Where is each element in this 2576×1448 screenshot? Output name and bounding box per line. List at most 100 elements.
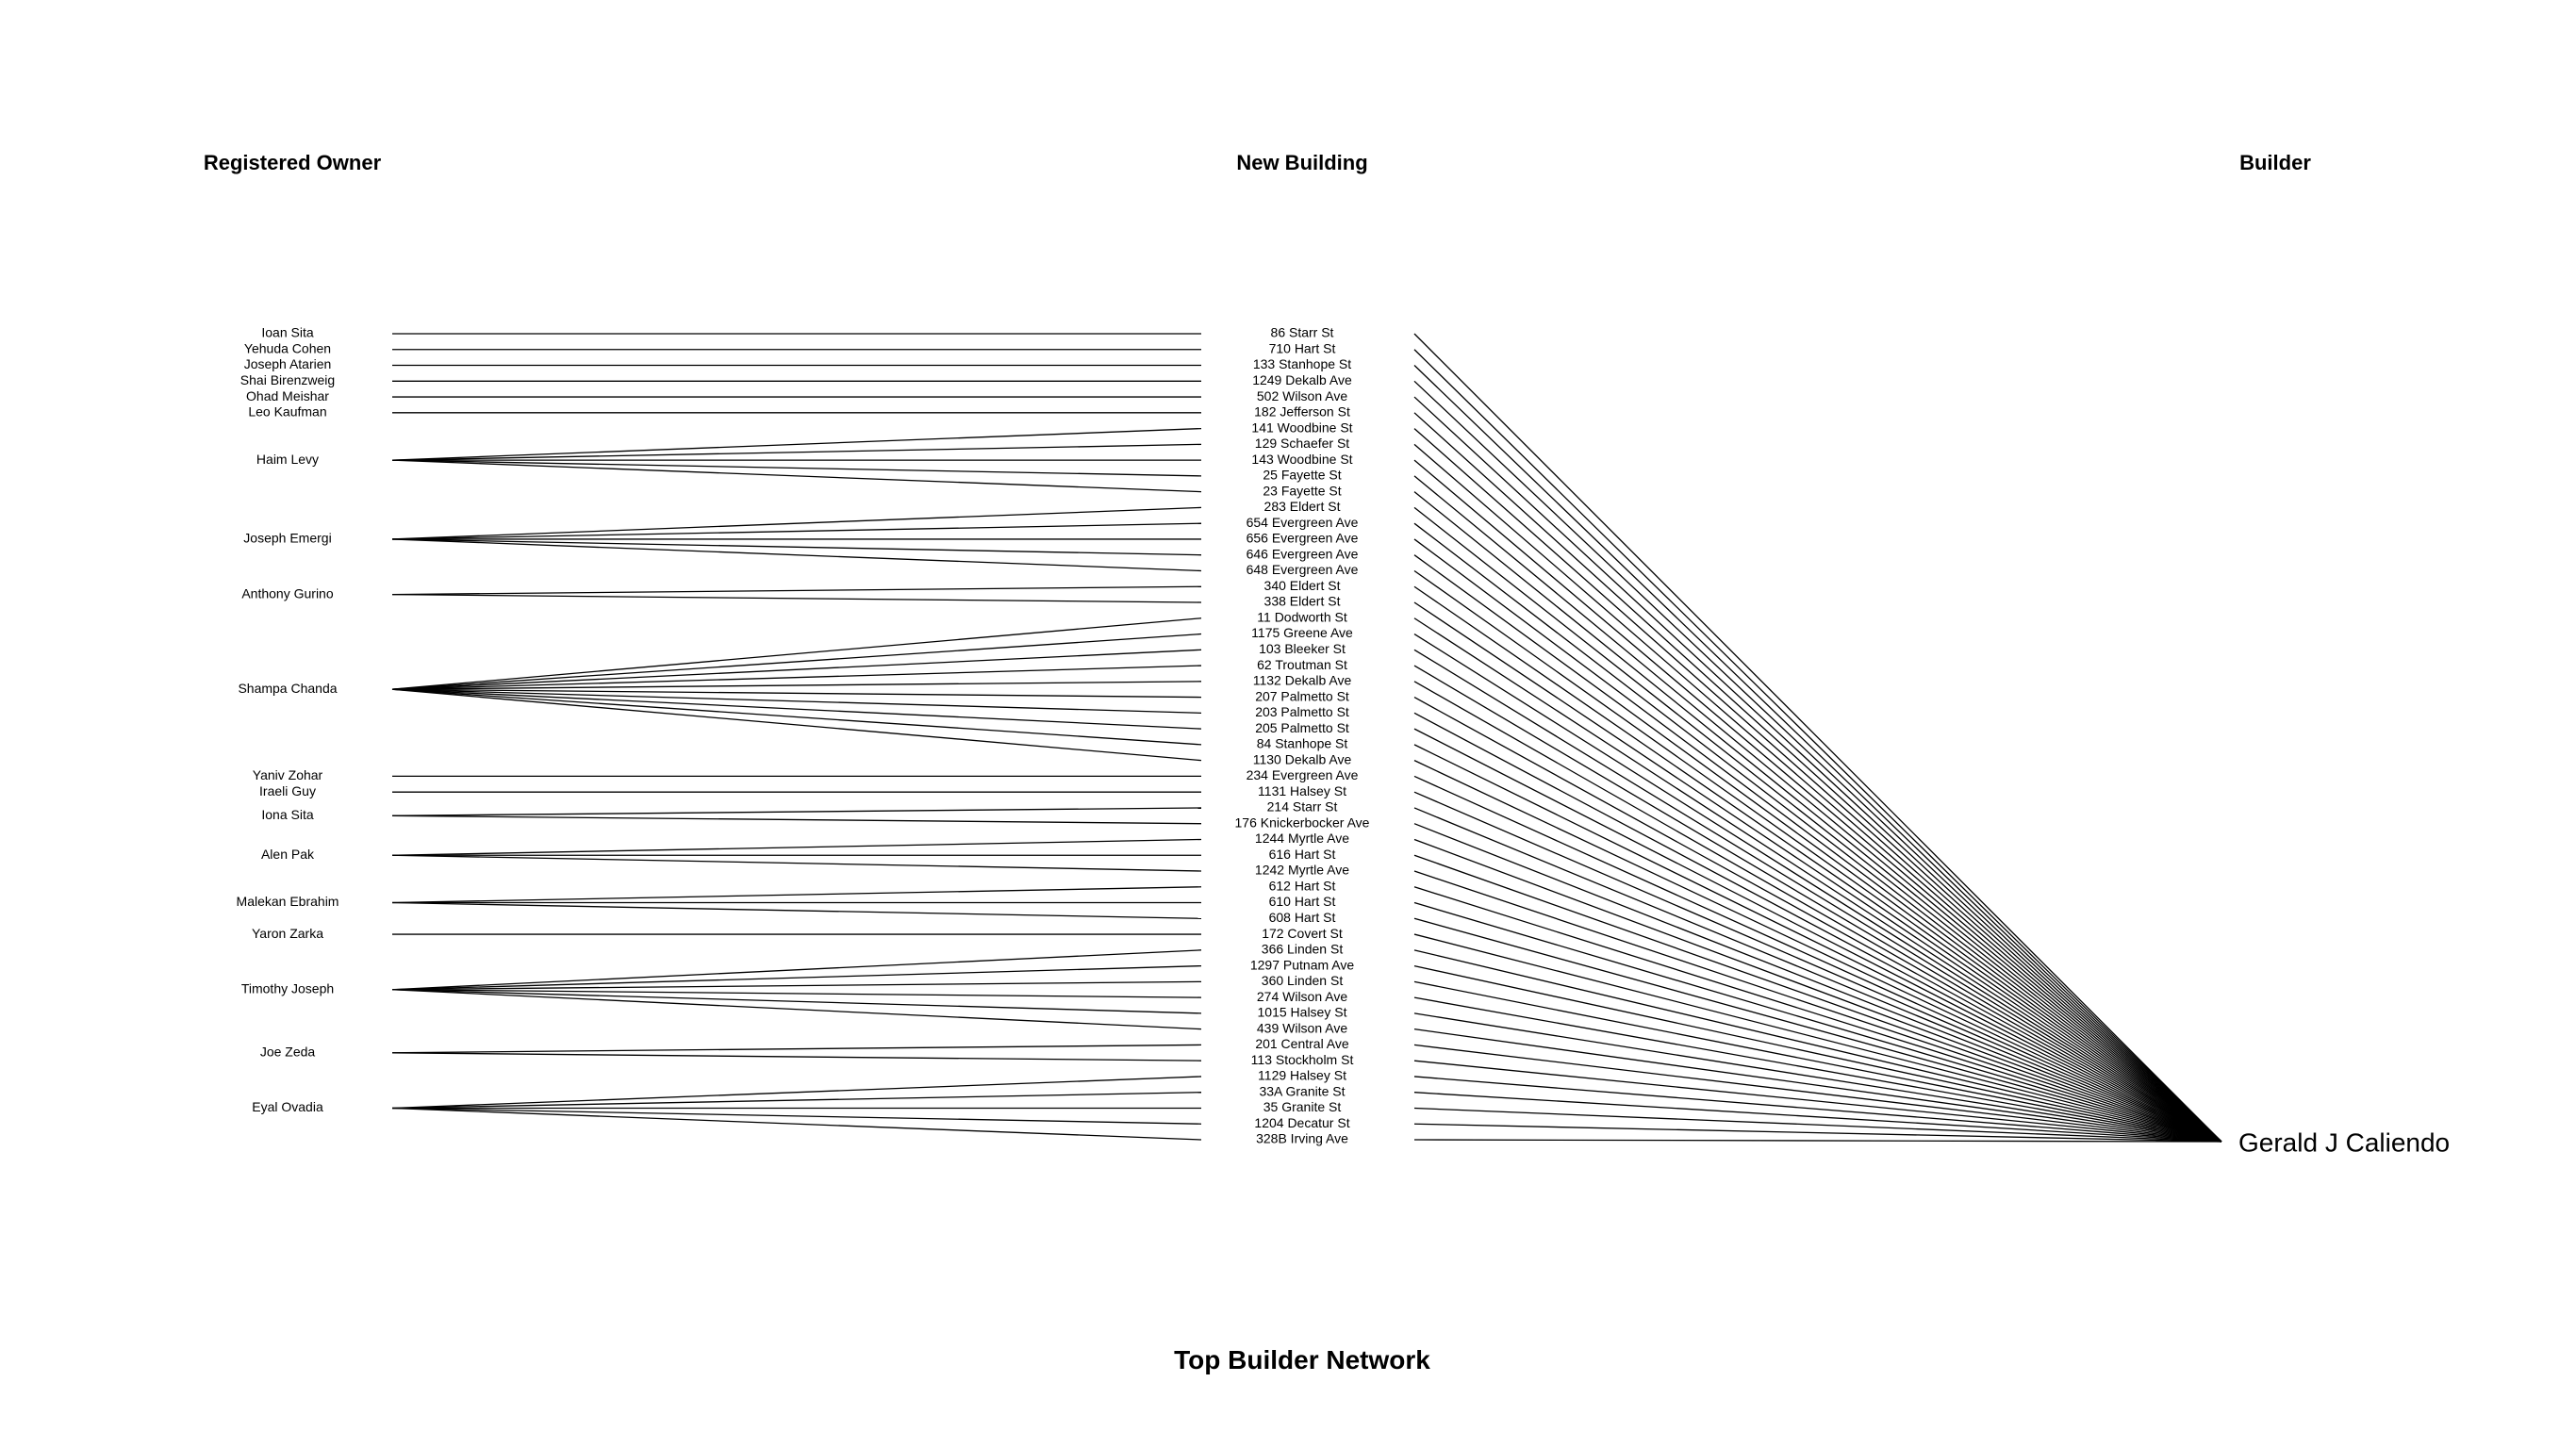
building-builder-edge: [1413, 1107, 2222, 1143]
owner-node-label: Alen Pak: [261, 847, 315, 862]
building-builder-edge: [1413, 949, 2222, 1143]
building-builder-edge: [1413, 933, 2222, 1143]
building-builder-edge: [1413, 1028, 2222, 1143]
building-node-label: 207 Palmetto St: [1255, 688, 1349, 703]
owner-building-edge: [391, 989, 1202, 1030]
building-builder-edge: [1413, 697, 2222, 1143]
builder-header: Builder: [2239, 151, 2311, 174]
owner-node-label: Anthony Gurino: [241, 585, 333, 601]
building-node-label: 172 Covert St: [1262, 926, 1343, 941]
building-node-label: 11 Dodworth St: [1257, 609, 1347, 624]
building-node-label: 176 Knickerbocker Ave: [1235, 814, 1370, 830]
owner-node-label: Iona Sita: [261, 807, 313, 822]
building-builder-edge: [1413, 744, 2222, 1143]
building-builder-edge: [1413, 365, 2222, 1143]
building-builder-edge: [1413, 349, 2222, 1143]
building-node-label: 283 Eldert St: [1264, 499, 1341, 514]
building-node-label: 656 Evergreen Ave: [1247, 531, 1359, 546]
owner-node-label: Leo Kaufman: [248, 404, 326, 420]
building-node-label: 1131 Halsey St: [1258, 783, 1346, 798]
building-node-label: 710 Hart St: [1269, 340, 1336, 355]
building-builder-edge: [1413, 964, 2222, 1143]
building-builder-edge: [1413, 522, 2222, 1143]
owner-building-edge: [391, 443, 1202, 461]
owner-building-edge: [391, 459, 1202, 493]
owner-building-edge: [391, 964, 1202, 991]
owner-building-edge: [391, 1107, 1202, 1141]
builder-node-label: Gerald J Caliendo: [2238, 1127, 2450, 1157]
building-builder-edge: [1413, 491, 2222, 1143]
building-node-label: 338 Eldert St: [1264, 594, 1341, 609]
building-node-label: 129 Schaefer St: [1255, 436, 1350, 451]
owner-building-edge: [391, 538, 1202, 572]
owner-node-label: Joseph Emergi: [243, 531, 331, 546]
building-node-label: 610 Hart St: [1269, 894, 1336, 909]
building-builder-edge: [1413, 569, 2222, 1143]
owner-node-label: Yaniv Zohar: [253, 767, 323, 782]
owner-building-edge: [391, 688, 1202, 699]
building-node-label: 143 Woodbine St: [1251, 452, 1352, 467]
owner-building-edge: [391, 617, 1202, 690]
building-builder-edge: [1413, 665, 2222, 1143]
building-builder-edge: [1413, 554, 2222, 1143]
building-builder-edge: [1413, 333, 2222, 1143]
building-node-label: 133 Stanhope St: [1253, 356, 1351, 371]
building-node-label: 234 Evergreen Ave: [1247, 767, 1359, 782]
building-node-label: 616 Hart St: [1269, 847, 1336, 862]
owner-building-edge: [391, 688, 1202, 715]
owner-node-label: Joe Zeda: [260, 1044, 316, 1059]
diagram-title: Top Builder Network: [1174, 1345, 1430, 1374]
building-node-label: 1297 Putnam Ave: [1250, 957, 1354, 972]
owner-building-edge: [391, 814, 1202, 825]
owner-building-edge: [391, 459, 1202, 477]
building-builder-edge: [1413, 854, 2222, 1143]
building-builder-edge: [1413, 1012, 2222, 1143]
building-node-label: 608 Hart St: [1269, 910, 1336, 925]
building-node-label: 1242 Myrtle Ave: [1255, 863, 1349, 878]
owner-node-label: Iraeli Guy: [259, 783, 316, 798]
building-builder-edge: [1413, 838, 2222, 1143]
building-builder-edge: [1413, 807, 2222, 1143]
owner-building-edge: [391, 1107, 1202, 1125]
owner-building-edge: [391, 807, 1202, 816]
building-builder-edge: [1413, 775, 2222, 1143]
owner-building-edge: [391, 838, 1202, 856]
building-node-label: 205 Palmetto St: [1255, 720, 1349, 735]
owner-building-edge: [391, 585, 1202, 596]
building-node-label: 439 Wilson Ave: [1257, 1020, 1347, 1035]
building-builder-edge: [1413, 1123, 2222, 1143]
building-node-label: 646 Evergreen Ave: [1247, 546, 1359, 561]
building-node-label: 328B Irving Ave: [1256, 1131, 1348, 1146]
building-builder-edge: [1413, 1044, 2222, 1143]
owner-building-edge: [391, 427, 1202, 461]
owner-building-edges: [391, 333, 1202, 1141]
building-builder-edge: [1413, 396, 2222, 1143]
building-builder-edge: [1413, 1060, 2222, 1143]
building-builder-edge: [1413, 996, 2222, 1143]
owner-building-edge: [391, 1076, 1202, 1110]
owner-building-edge: [391, 593, 1202, 603]
building-builder-edge: [1413, 380, 2222, 1143]
building-node-label: 25 Fayette St: [1263, 468, 1341, 483]
building-builder-edge: [1413, 428, 2222, 1143]
owner-building-edge: [391, 854, 1202, 872]
owner-building-edge: [391, 688, 1202, 730]
building-builder-edge: [1413, 649, 2222, 1143]
building-node-label: 274 Wilson Ave: [1257, 989, 1347, 1004]
building-node-label: 1129 Halsey St: [1258, 1068, 1346, 1083]
building-node-label: 1132 Dekalb Ave: [1253, 673, 1352, 688]
owner-building-edge: [391, 649, 1202, 690]
owner-node-label: Timothy Joseph: [241, 980, 334, 996]
building-builder-edge: [1413, 617, 2222, 1143]
building-node-label: 1249 Dekalb Ave: [1252, 372, 1352, 387]
building-node-label: 103 Bleeker St: [1259, 641, 1346, 656]
owner-building-edge: [391, 1092, 1202, 1110]
building-node-label: 113 Stockholm St: [1251, 1052, 1354, 1067]
building-node-label: 214 Starr St: [1267, 799, 1338, 814]
owner-building-edge: [391, 949, 1202, 991]
building-builder-edge: [1413, 870, 2222, 1143]
building-builder-edge: [1413, 443, 2222, 1143]
building-node-label: 1204 Decatur St: [1254, 1115, 1349, 1130]
